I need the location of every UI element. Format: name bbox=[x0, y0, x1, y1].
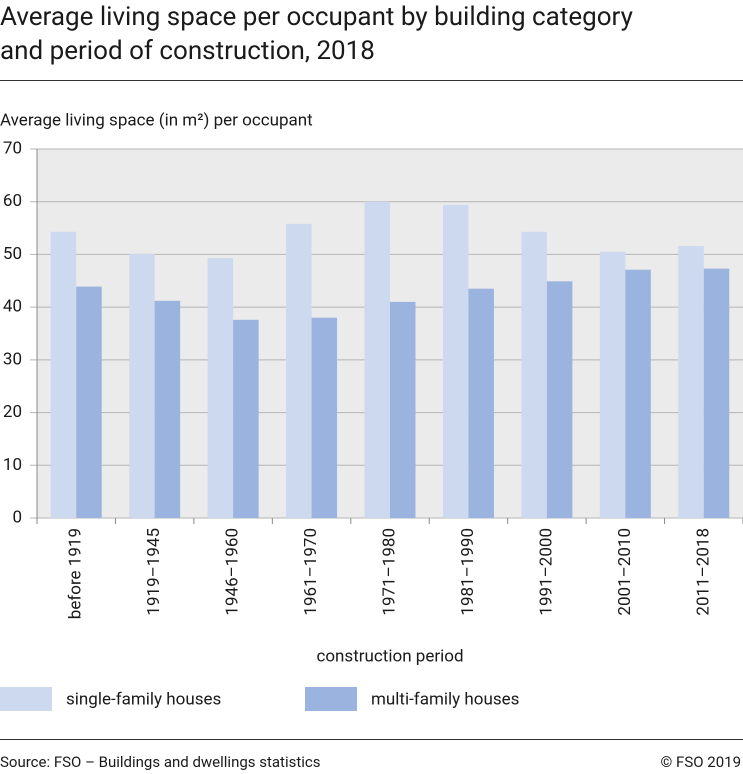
y-tick-label: 70 bbox=[3, 138, 22, 158]
bar bbox=[546, 281, 573, 518]
x-tick-label: 1946–1960 bbox=[223, 528, 243, 616]
y-axis-label: Average living space (in m²) per occupan… bbox=[0, 110, 313, 130]
bar bbox=[364, 201, 390, 518]
bar bbox=[468, 288, 494, 518]
x-tick-label: 2001–2010 bbox=[615, 528, 635, 616]
bar bbox=[286, 223, 312, 518]
chart: Average living space (in m²) per occupan… bbox=[0, 110, 743, 711]
bar bbox=[678, 245, 704, 518]
y-tick-label: 30 bbox=[3, 349, 22, 369]
bar bbox=[442, 204, 469, 518]
x-tick-label: 1971–1980 bbox=[379, 528, 399, 616]
chart-title: Average living space per occupant by bui… bbox=[0, 2, 633, 66]
bar bbox=[521, 231, 547, 519]
x-tick-label: before 1919 bbox=[66, 528, 86, 619]
bar bbox=[390, 301, 416, 518]
x-tick-label: 1961–1970 bbox=[301, 528, 321, 616]
y-tick-label: 40 bbox=[3, 297, 22, 317]
source: Source: FSO – Buildings and dwellings st… bbox=[0, 753, 321, 771]
bar bbox=[703, 268, 730, 518]
y-tick-label: 20 bbox=[3, 402, 22, 422]
rule bbox=[0, 739, 743, 740]
x-tick-label: 1981–1990 bbox=[458, 528, 478, 616]
bar bbox=[50, 231, 77, 519]
y-tick-label: 10 bbox=[3, 455, 22, 475]
bar bbox=[207, 258, 234, 518]
bar bbox=[76, 286, 102, 518]
x-tick-label: 1991–2000 bbox=[536, 528, 556, 616]
legend-swatch bbox=[305, 687, 357, 711]
y-tick-label: 0 bbox=[12, 507, 22, 527]
x-tick-label: 1919–1945 bbox=[144, 528, 164, 616]
bar bbox=[129, 253, 155, 518]
bar bbox=[311, 317, 338, 518]
legend-label: multi-family houses bbox=[371, 689, 519, 709]
bar bbox=[599, 251, 626, 519]
y-tick-label: 60 bbox=[3, 191, 22, 211]
bar bbox=[625, 269, 651, 518]
x-tick-label: 2011–2018 bbox=[693, 528, 713, 616]
legend-label: single-family houses bbox=[66, 689, 221, 709]
bar bbox=[233, 319, 259, 518]
bar bbox=[154, 300, 181, 518]
rule bbox=[0, 80, 743, 81]
copyright: © FSO 2019 bbox=[660, 753, 741, 771]
y-tick-label: 50 bbox=[3, 244, 22, 264]
x-axis-label: construction period bbox=[316, 646, 463, 666]
legend-swatch bbox=[0, 687, 52, 711]
